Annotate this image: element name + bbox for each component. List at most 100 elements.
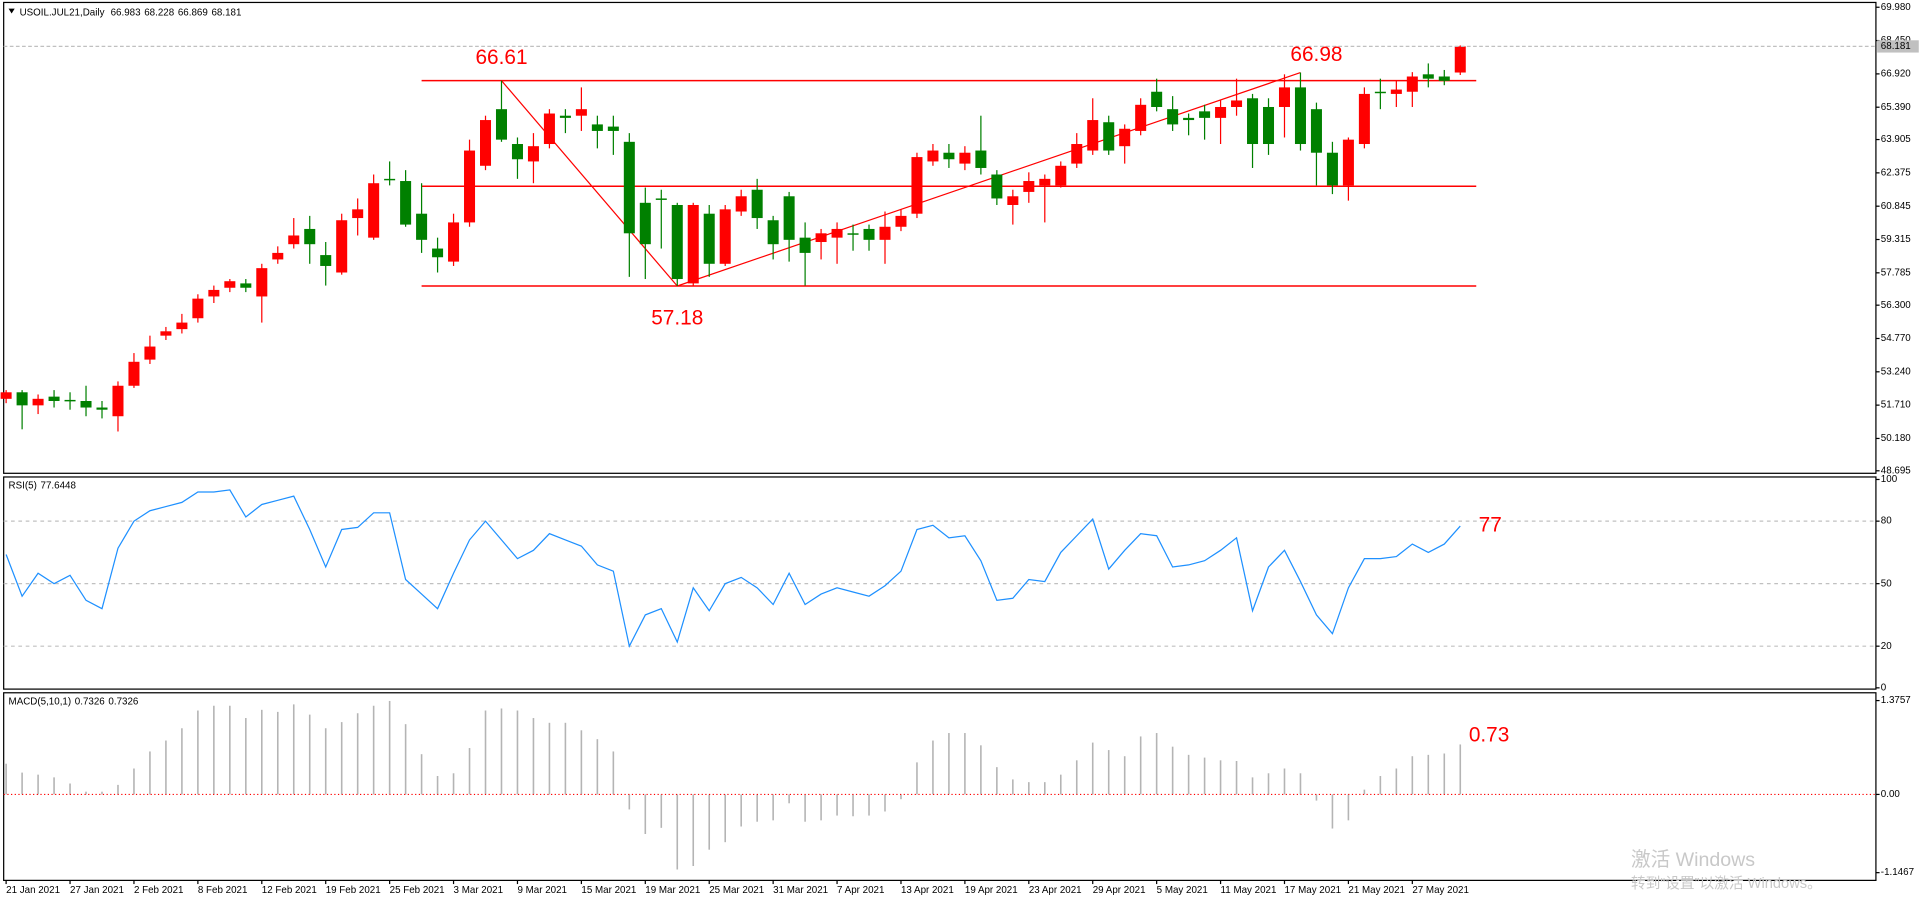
candle-body [1390, 89, 1402, 94]
candle-body [112, 385, 124, 417]
candle-body [495, 109, 507, 140]
candle-body [1199, 111, 1211, 118]
candle-body [1087, 120, 1099, 151]
candle-body [1406, 76, 1418, 92]
low-value: 66.869 [178, 7, 208, 18]
candle-body [416, 213, 428, 240]
y-tick-label: 65.390 [1881, 102, 1911, 113]
candle-body [623, 141, 635, 234]
x-tick-label: 25 Mar 2021 [709, 885, 764, 896]
frame [3, 1, 1877, 881]
candle-body [767, 220, 779, 245]
candle-body [783, 196, 795, 240]
candle-body [464, 150, 476, 223]
x-tick-label: 9 Mar 2021 [517, 885, 567, 896]
price-panel [3, 1, 1877, 474]
watermark-subtitle: 转到“设置”以激活 Windows。 [1631, 875, 1822, 892]
x-tick-label: 29 Apr 2021 [1093, 885, 1146, 896]
candle-body [192, 298, 204, 319]
candle-body [128, 361, 140, 386]
y-tick-label: 69.980 [1881, 2, 1911, 13]
candle-body [1454, 46, 1466, 73]
candle-body [543, 113, 555, 145]
candle-body [16, 392, 28, 406]
candle-body [1071, 144, 1083, 164]
candle-body [1374, 91, 1386, 94]
rsi-panel [3, 476, 1877, 690]
candle-body [1055, 165, 1067, 186]
candle-body [959, 152, 971, 164]
y-tick-label: 0.00 [1881, 789, 1901, 800]
rsi-title: RSI(5) [9, 480, 37, 491]
x-tick-label: 13 Apr 2021 [901, 885, 954, 896]
y-tick-label: 62.375 [1881, 167, 1911, 178]
y-tick-label: 63.905 [1881, 134, 1911, 145]
menu-arrow[interactable] [8, 8, 15, 14]
candle-body [1007, 196, 1019, 205]
candle-body [559, 115, 571, 118]
x-tick-label: 15 Mar 2021 [581, 885, 636, 896]
candle-body [1167, 109, 1179, 125]
x-tick-label: 8 Feb 2021 [198, 885, 248, 896]
candle-body [1119, 128, 1131, 147]
candle-body [368, 183, 380, 238]
candle-body [1263, 106, 1275, 145]
y-tick-label: 48.695 [1881, 465, 1911, 476]
candle-body [1023, 181, 1035, 192]
candle-body [400, 181, 412, 225]
rsi-header: RSI(5) 77.6448 [9, 480, 77, 491]
candle-body [1039, 178, 1051, 186]
candle-body [719, 209, 731, 264]
candle-body [1342, 139, 1354, 186]
candle-body [1215, 106, 1227, 118]
y-tick-label: 100 [1881, 474, 1898, 485]
open-value: 66.983 [111, 7, 141, 18]
high-value: 68.228 [144, 7, 174, 18]
annotation: 77 [1479, 514, 1502, 537]
candle-body [160, 331, 172, 336]
x-tick-label: 19 Feb 2021 [326, 885, 381, 896]
y-tick-label: 1.3757 [1881, 695, 1911, 706]
y-tick-label: 66.920 [1881, 68, 1911, 79]
candle-body [975, 150, 987, 168]
y-tick-label: 54.770 [1881, 333, 1911, 344]
x-tick-label: 3 Mar 2021 [454, 885, 504, 896]
candle-body [1247, 98, 1259, 145]
candle-body [1326, 152, 1338, 186]
candle-body [272, 252, 284, 260]
macd-header: MACD(5,10,1) 0.7326 0.7326 [9, 696, 139, 707]
candle-body [863, 228, 875, 240]
candle-body [144, 346, 156, 360]
candle-body [943, 152, 955, 160]
x-tick-label: 27 May 2021 [1412, 885, 1469, 896]
candle-body [895, 215, 907, 227]
candle-body [847, 233, 859, 235]
candle-body [639, 202, 651, 245]
x-tick-label: 2 Feb 2021 [134, 885, 184, 896]
x-tick-label: 19 Mar 2021 [645, 885, 700, 896]
candle-body [240, 283, 252, 288]
candle-body [352, 209, 364, 219]
candle-body [1135, 104, 1147, 131]
x-tick-label: 21 Jan 2021 [6, 885, 60, 896]
candle-body [687, 204, 699, 284]
candle-body [1358, 93, 1370, 145]
price-tag-label: 68.181 [1881, 41, 1911, 52]
x-tick-label: 23 Apr 2021 [1029, 885, 1082, 896]
candle-body [432, 248, 444, 258]
candle-body [288, 235, 300, 245]
x-tick-label: 7 Apr 2021 [837, 885, 884, 896]
macd-title: MACD(5,10,1) [9, 696, 72, 707]
macd-panel [3, 692, 1877, 881]
candle-body [224, 281, 236, 288]
candle-body [304, 228, 316, 245]
rsi-line [5, 489, 1461, 648]
candle-body [879, 226, 891, 240]
candle-body [208, 289, 220, 297]
annotation: 66.98 [1290, 43, 1342, 66]
candle-body [176, 322, 188, 330]
x-tick-label: 21 May 2021 [1348, 885, 1405, 896]
candle-body [1103, 122, 1115, 151]
watermark-title: 激活 Windows [1631, 849, 1755, 871]
